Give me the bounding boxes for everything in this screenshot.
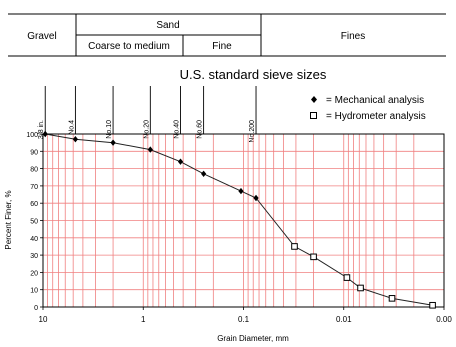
mechanical-point (177, 158, 184, 165)
mechanical-point (238, 187, 244, 195)
sieve-marker: No.40 (174, 86, 181, 139)
sieve-label: No.40 (174, 120, 181, 139)
sieve-marker: No.4 (68, 86, 76, 135)
y-axis-label: Percent Finer, % (4, 190, 13, 249)
hydrometer-point (343, 274, 351, 281)
y-tick-label: 0 (34, 305, 38, 312)
x-tick-label: 0.01 (336, 315, 352, 324)
sieve-label: No.10 (106, 120, 113, 139)
y-tick-label: 10 (30, 288, 38, 295)
mechanical-point (110, 139, 116, 146)
hydrometer-point (310, 253, 317, 261)
coarse-to-medium-label: Coarse to medium (88, 41, 170, 52)
sieve-label: No.20 (143, 120, 150, 139)
y-tick-label: 30 (30, 253, 38, 260)
mechanical-point (253, 194, 259, 202)
hydrometer-point (429, 301, 436, 309)
series-diamond (42, 130, 259, 202)
y-tick-label: 80 (30, 167, 38, 174)
sieve-marker: No.60 (197, 86, 205, 139)
x-axis-label: Grain Diameter, mm (217, 334, 289, 342)
y-tick-label: 40 (30, 236, 38, 243)
legend-square-marker (310, 112, 317, 119)
x-tick-label: 0.00 (436, 315, 452, 324)
gradation-curve (45, 133, 433, 306)
sieve-label: No.4 (68, 120, 75, 135)
y-tick-label: 70 (30, 184, 38, 191)
sieve-marker: No.20 (143, 86, 151, 139)
sieve-markers: 3/8 in. No.4 No.10 No.20 No.40 No.60 No.200 (38, 86, 257, 143)
mechanical-point (42, 130, 48, 138)
sieve-label: No.200 (249, 120, 256, 143)
hydrometer-point (291, 243, 298, 250)
x-tick-label: 1 (141, 315, 146, 324)
series-square (291, 243, 436, 309)
sieve-marker: No.10 (106, 86, 114, 139)
chart-grid (43, 134, 444, 307)
fines-label: Fines (341, 31, 365, 42)
legend-diamond-marker (311, 96, 317, 103)
sand-label: Sand (156, 20, 179, 31)
sieve-marker: 3/8 in. (38, 86, 46, 139)
data-series (42, 130, 436, 309)
mechanical-point (72, 135, 79, 143)
mechanical-point (147, 146, 153, 153)
mechanical-point (201, 170, 207, 177)
gravel-label: Gravel (27, 31, 56, 42)
hydrometer-point (357, 284, 364, 292)
y-tick-label: 100 (26, 132, 38, 139)
y-tick-label: 50 (30, 219, 38, 226)
legend-mechanical-label: = Mechanical analysis (326, 95, 424, 106)
sieve-marker: No.200 (249, 86, 257, 143)
sieve-label: No.60 (197, 120, 204, 139)
y-tick-label: 60 (30, 201, 38, 208)
classification-header: Gravel Sand Coarse to medium Fine Fines (8, 13, 446, 57)
y-tick-label: 20 (30, 270, 38, 277)
legend: = Mechanical analysis = Hydrometer analy… (310, 95, 426, 122)
x-tick-label: 10 (39, 315, 48, 324)
hydrometer-point (388, 295, 396, 302)
sieve-sizes-title: U.S. standard sieve sizes (180, 67, 327, 82)
y-tick-label: 90 (30, 149, 38, 156)
legend-hydrometer-label: = Hydrometer analysis (326, 111, 426, 122)
x-tick-label: 0.1 (238, 315, 250, 324)
fine-label: Fine (212, 41, 232, 52)
sieve-label: 3/8 in. (38, 120, 45, 139)
